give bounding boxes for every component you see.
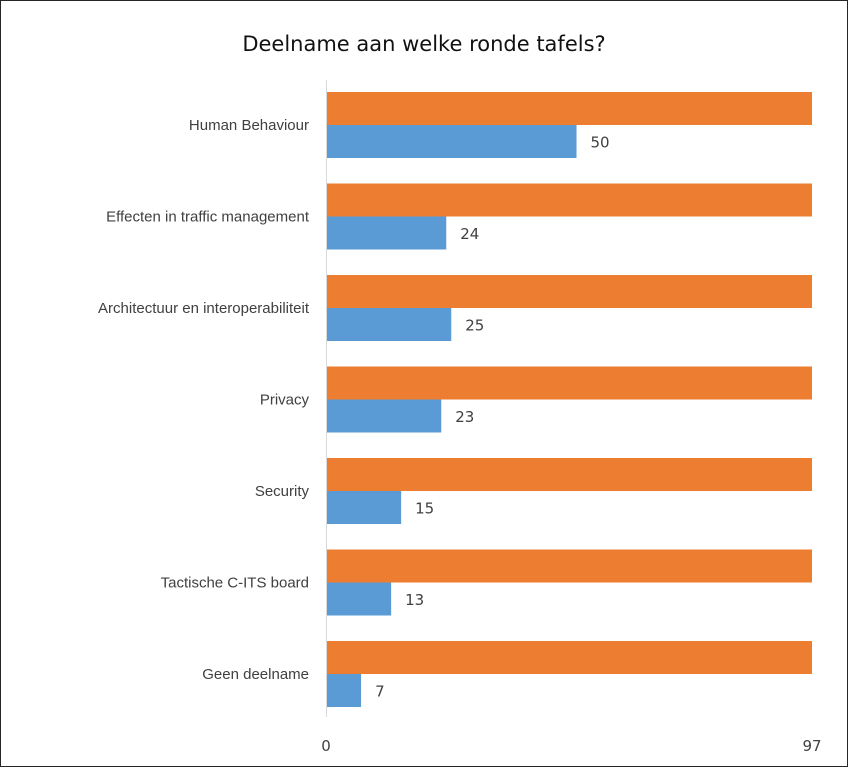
data-label: 50 <box>591 134 610 152</box>
bar-blue <box>327 125 577 158</box>
category-label: Privacy <box>260 392 310 409</box>
x-tick-label: 0 <box>321 737 331 755</box>
category-label: Security <box>255 483 310 500</box>
category-label: Tactische C-ITS board <box>161 575 309 592</box>
data-label: 23 <box>455 408 474 426</box>
bar-orange <box>327 641 812 674</box>
category-label: Geen deelname <box>202 666 309 683</box>
labels-layer: Human Behaviour 50 Effecten in traffic man… <box>98 117 822 755</box>
bar-blue <box>327 216 447 250</box>
bar-orange <box>327 275 812 308</box>
bars-layer <box>327 92 812 707</box>
category-label: Human Behaviour <box>189 117 309 134</box>
bar-blue <box>327 674 362 707</box>
x-tick-label: 97 <box>802 737 821 755</box>
data-label: 7 <box>375 683 385 701</box>
category-label: Effecten in traffic management <box>106 209 310 226</box>
chart-title: Deelname aan welke ronde tafels? <box>242 32 606 56</box>
data-label: 13 <box>405 591 424 609</box>
bar-orange <box>327 92 812 125</box>
bar-blue <box>327 308 452 341</box>
data-label: 25 <box>465 317 484 335</box>
data-label: 24 <box>460 225 479 243</box>
bar-orange <box>327 549 812 583</box>
bar-orange <box>327 366 812 400</box>
bar-blue <box>327 399 442 433</box>
bar-orange <box>327 458 812 491</box>
bar-orange <box>327 183 812 217</box>
data-label: 15 <box>415 500 434 518</box>
category-label: Architectuur en interoperabiliteit <box>98 300 310 317</box>
bar-blue <box>327 491 402 524</box>
bar-blue <box>327 582 392 616</box>
